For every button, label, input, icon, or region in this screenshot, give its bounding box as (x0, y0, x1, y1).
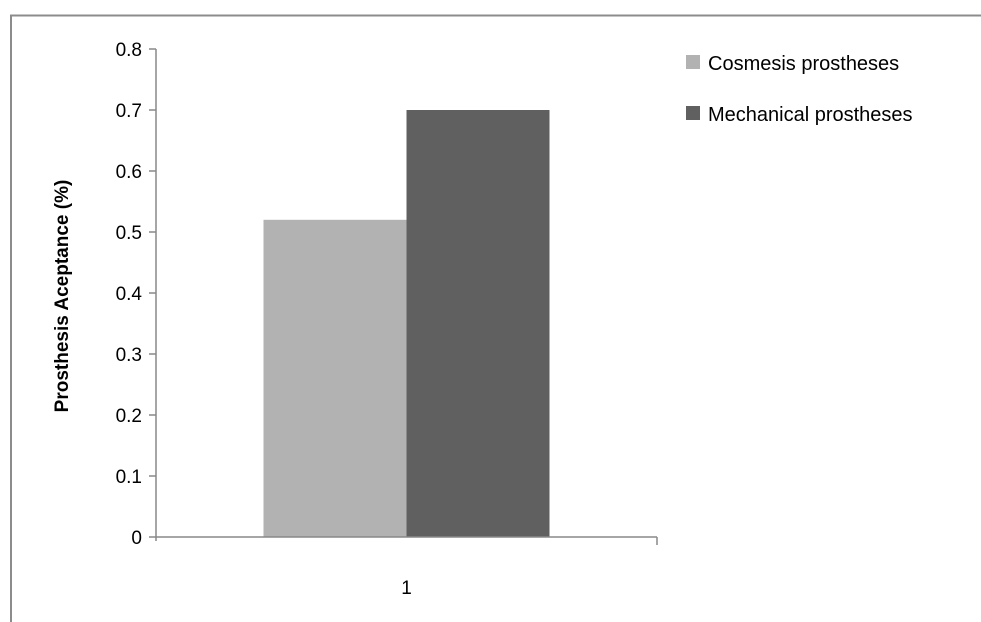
y-axis-title: Prosthesis Aceptance (%) (52, 180, 73, 413)
y-tick-label: 0 (131, 528, 142, 549)
bar-series (263, 110, 550, 538)
legend-label: Mechanical prostheses (708, 104, 913, 126)
x-tick-label: 1 (401, 578, 412, 599)
legend-swatch (686, 55, 700, 69)
y-tick-label: 0.5 (116, 223, 142, 244)
y-tick-label: 0.1 (116, 467, 142, 488)
bar-cosmesis-prostheses (263, 219, 407, 538)
y-tick-label: 0.7 (116, 101, 142, 122)
y-tick-label: 0.3 (116, 345, 142, 366)
x-axis-labels: 1 (401, 578, 412, 599)
y-tick-label: 0.8 (116, 40, 142, 61)
legend-label: Cosmesis prostheses (708, 53, 899, 75)
y-tick-label: 0.2 (116, 406, 142, 427)
legend: Cosmesis prostheses Mechanical prostheses (686, 53, 913, 126)
legend-swatch (686, 106, 700, 120)
y-tick-label: 0.6 (116, 162, 142, 183)
y-tick-label: 0.4 (116, 284, 143, 305)
bar-mechanical-prostheses (406, 110, 550, 537)
y-axis-ticks: 0 0.1 0.2 0.3 0.4 0.5 0.6 0.7 0.8 (116, 40, 156, 549)
